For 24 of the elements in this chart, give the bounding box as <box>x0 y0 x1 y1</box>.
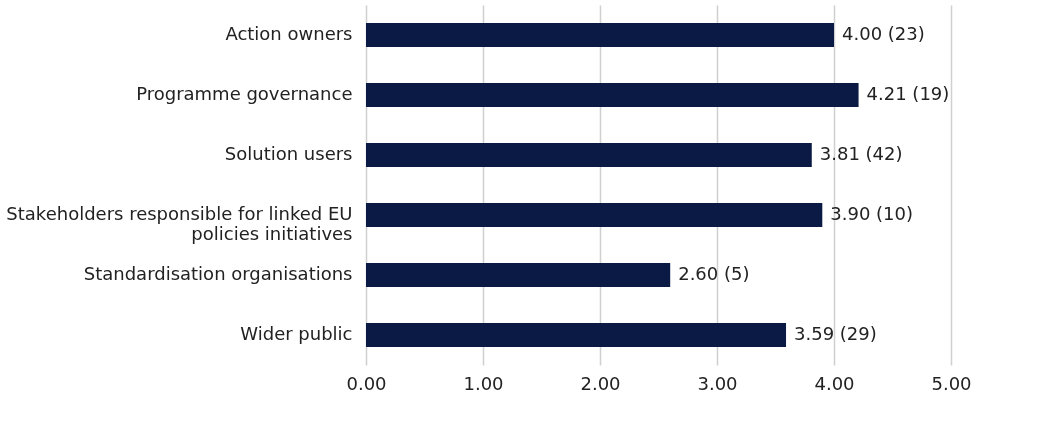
bar <box>366 203 823 227</box>
x-tick-label: 5.00 <box>931 372 972 394</box>
data-label: 3.90 (10) <box>830 203 914 224</box>
bar <box>366 83 859 107</box>
bar <box>366 23 834 47</box>
y-tick-label: Wider public <box>240 323 353 344</box>
y-tick-label: Standardisation organisations <box>83 263 353 284</box>
y-tick-label: Solution users <box>224 143 353 164</box>
data-label: 3.81 (42) <box>819 143 903 164</box>
data-label: 2.60 (5) <box>678 263 750 284</box>
bar <box>366 263 671 287</box>
x-tick-label: 3.00 <box>697 372 738 394</box>
x-tick-label: 4.00 <box>814 372 855 394</box>
x-tick-label: 0.00 <box>346 372 387 394</box>
bar <box>366 323 787 347</box>
data-label: 3.59 (29) <box>794 323 877 344</box>
y-tick-label: Programme governance <box>136 83 353 104</box>
bar <box>366 143 812 167</box>
data-label: 4.21 (19) <box>866 83 950 104</box>
data-label: 4.00 (23) <box>842 23 925 44</box>
y-tick-label: Action owners <box>225 23 353 44</box>
x-tick-label: 1.00 <box>463 372 504 394</box>
y-tick-label: Stakeholders responsible for linked EU policies initiatives <box>6 203 353 244</box>
x-tick-label: 2.00 <box>580 372 621 394</box>
